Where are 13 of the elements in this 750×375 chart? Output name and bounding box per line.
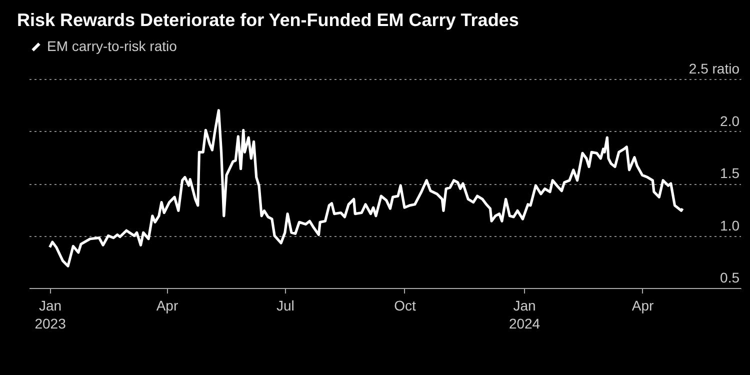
- legend-label: EM carry-to-risk ratio: [47, 38, 178, 54]
- x-tick-label: Apr: [632, 298, 654, 314]
- y-tick-label: 0.5: [720, 270, 740, 286]
- y-tick-label: 1.5: [720, 165, 740, 181]
- y-tick-label: 1.0: [720, 217, 740, 234]
- x-tick-label: Oct: [394, 298, 416, 314]
- x-tick-label: Apr: [156, 298, 178, 314]
- chart-title: Risk Rewards Deteriorate for Yen-Funded EM Carry Trades: [17, 10, 519, 30]
- y-tick-label: 2.5 ratio: [688, 60, 740, 76]
- x-tick-label: Jul: [276, 298, 294, 314]
- y-tick-label: 2.0: [720, 112, 740, 129]
- x-tick-label: Jan 2024: [508, 298, 540, 332]
- x-tick-label: Jan 2023: [34, 298, 66, 332]
